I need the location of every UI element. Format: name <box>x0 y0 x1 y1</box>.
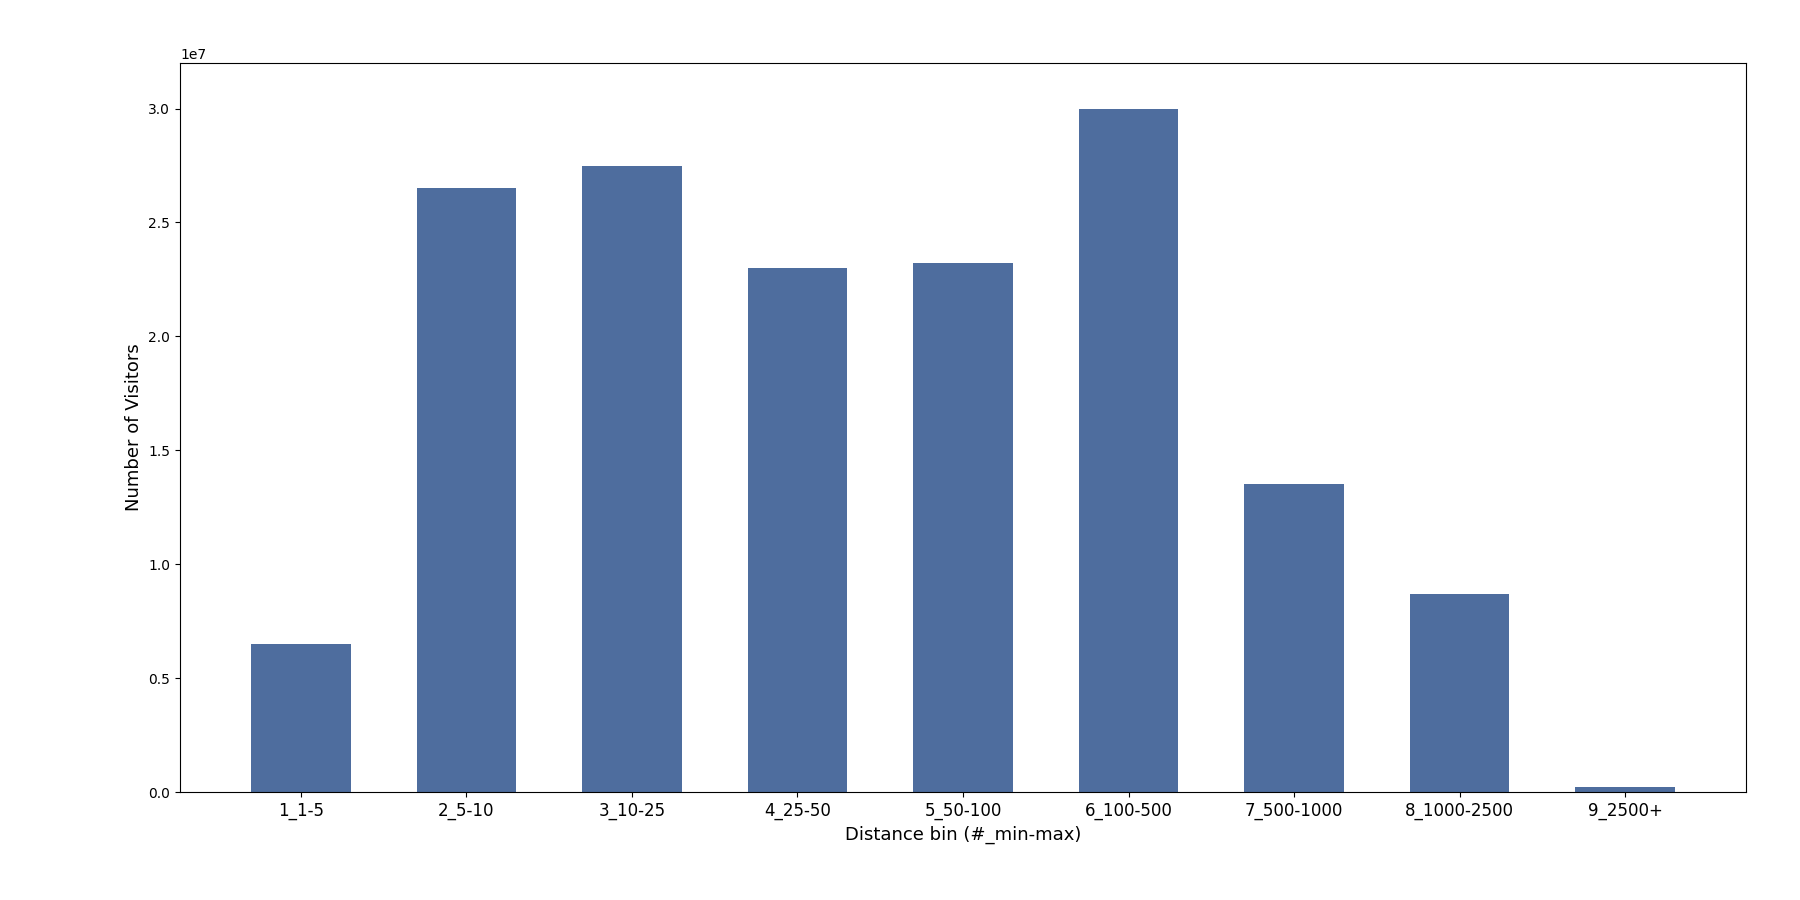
Bar <box>252 644 351 792</box>
Bar <box>418 188 517 792</box>
Bar <box>581 166 682 792</box>
Bar <box>1244 484 1345 792</box>
Bar <box>913 264 1013 792</box>
Bar <box>1409 594 1508 792</box>
Bar <box>747 268 848 792</box>
Bar <box>1078 109 1179 792</box>
Bar <box>1575 788 1674 792</box>
Y-axis label: Number of Visitors: Number of Visitors <box>124 344 142 511</box>
X-axis label: Distance bin (#_min-max): Distance bin (#_min-max) <box>844 825 1082 843</box>
